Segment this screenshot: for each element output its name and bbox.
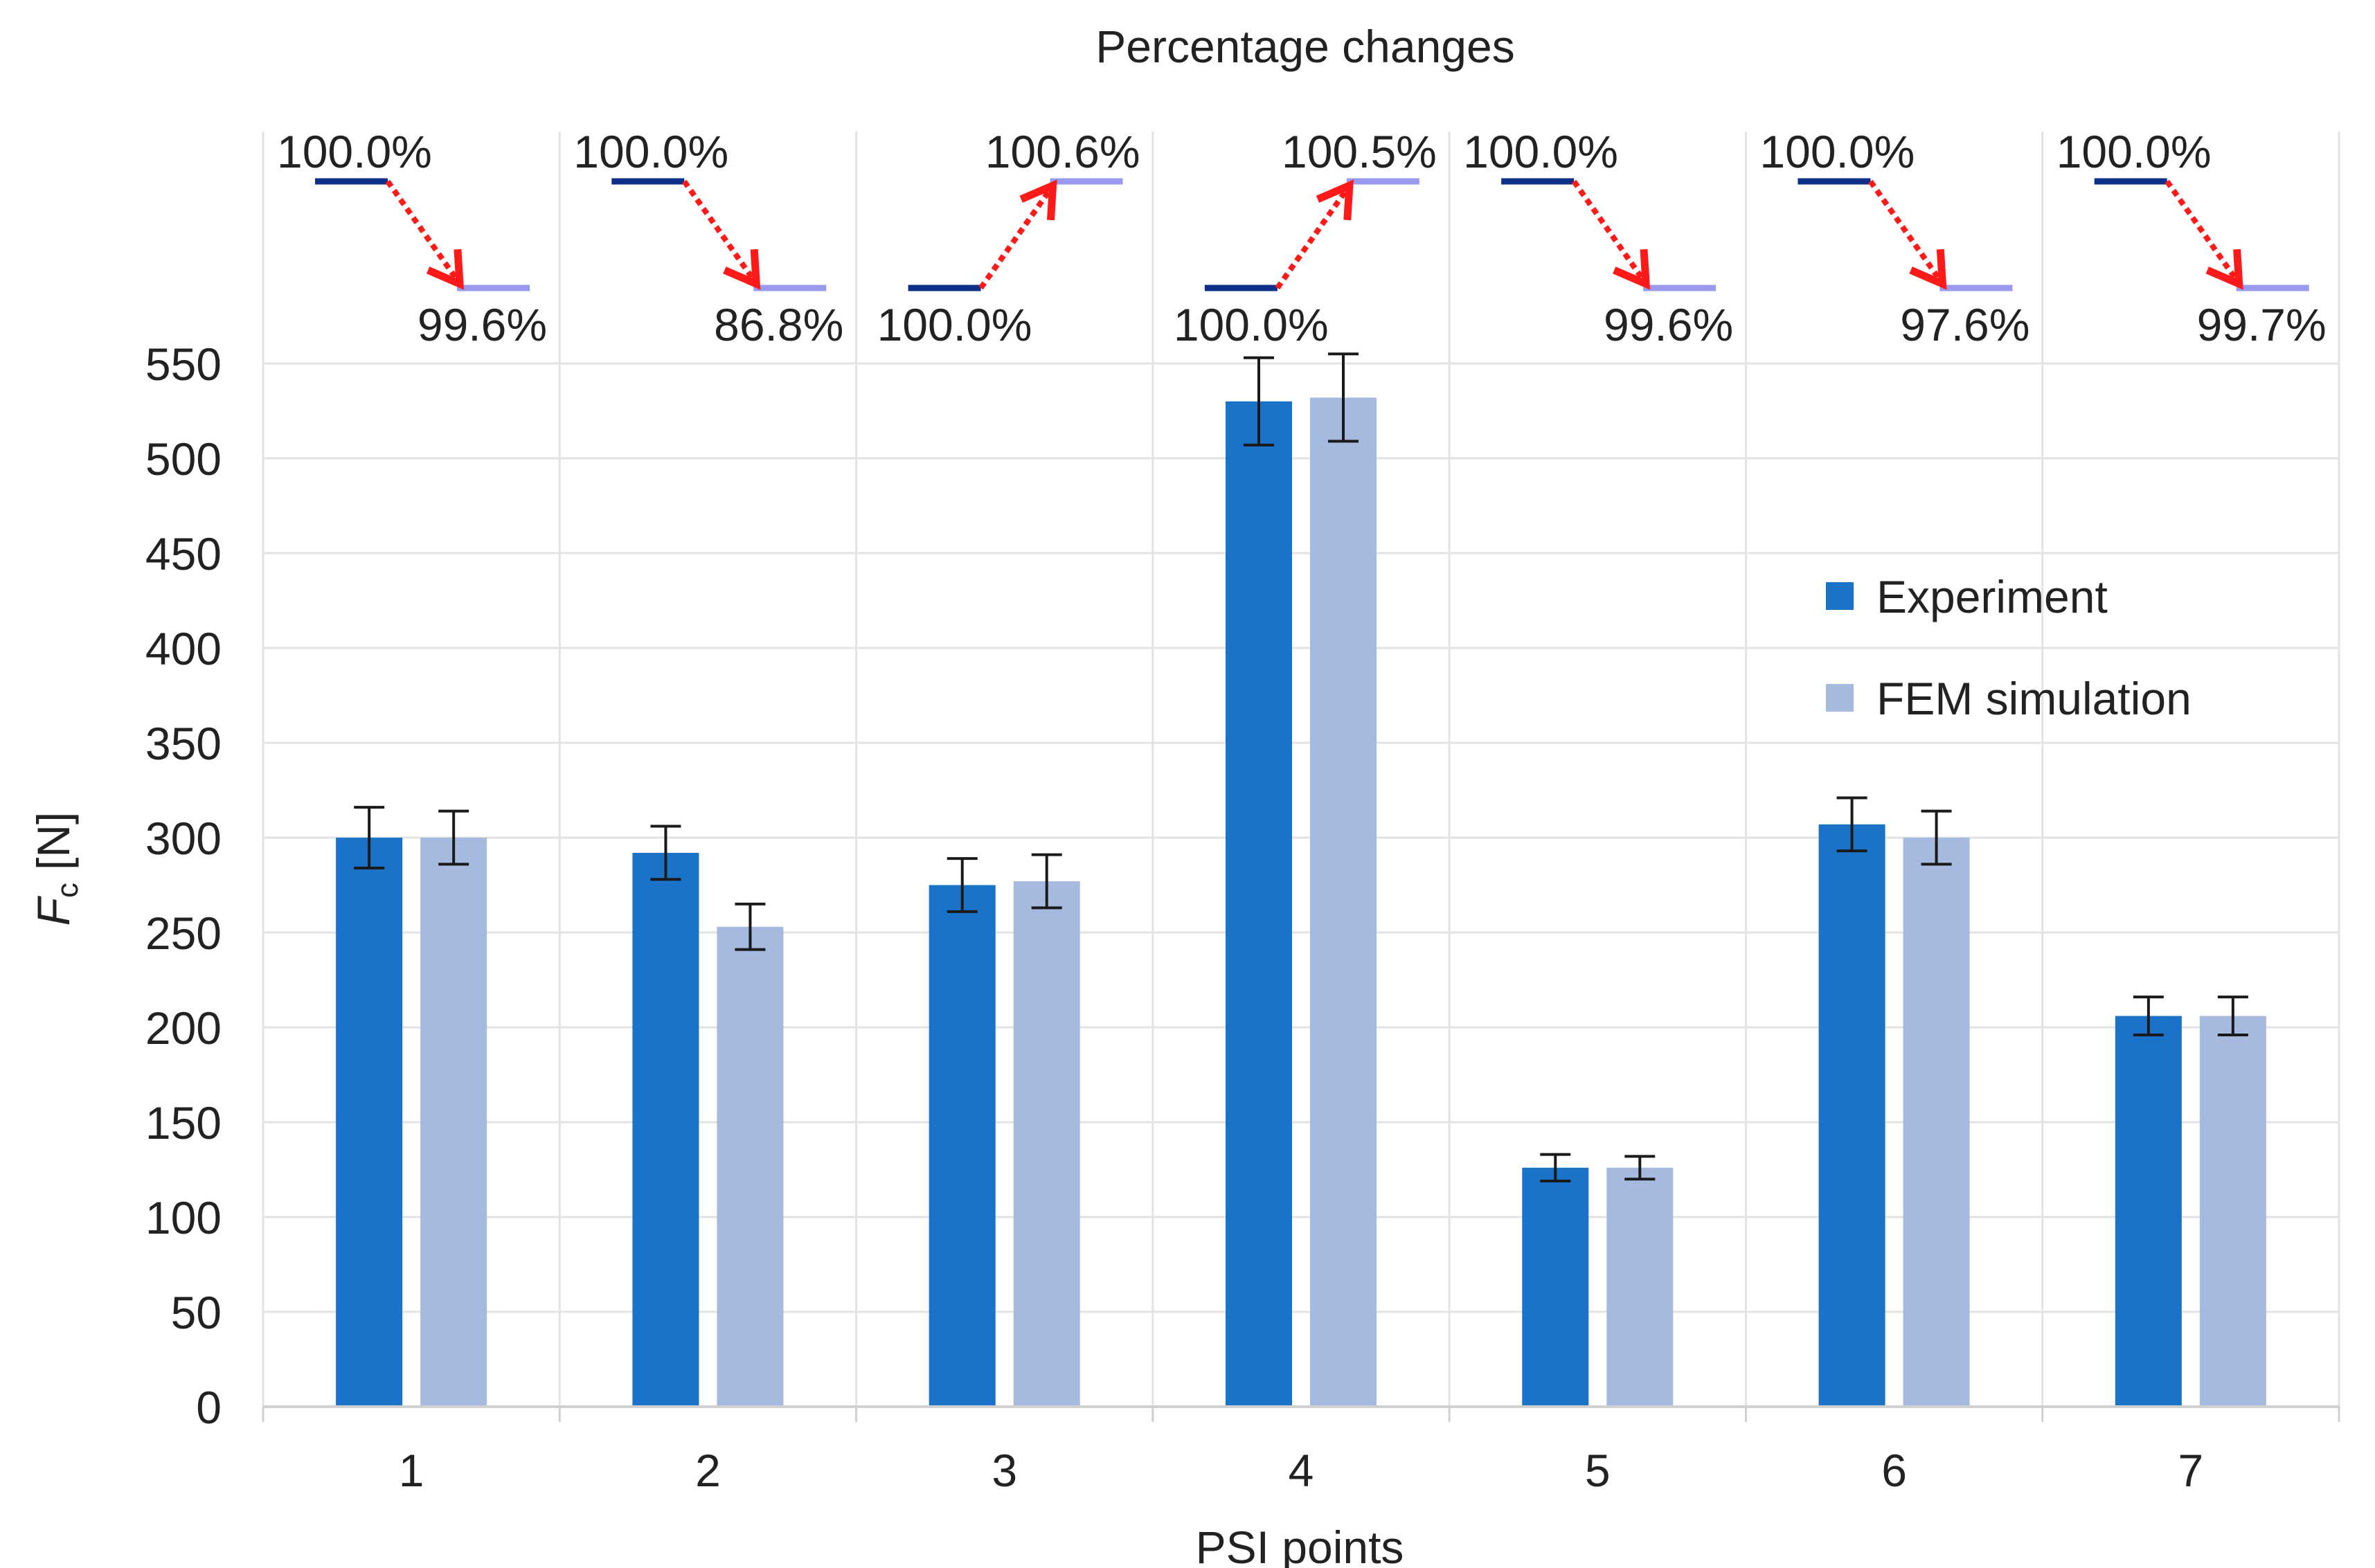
x-tick-label: 1 (399, 1445, 424, 1496)
x-tick-label: 4 (1289, 1445, 1314, 1496)
bar-fem-simulation (1606, 1167, 1674, 1407)
change-from-label: 100.0% (1174, 299, 1329, 350)
change-arrow-head (1909, 249, 1947, 290)
legend-swatch-experiment (1826, 582, 1854, 610)
x-tick-label: 6 (1881, 1445, 1907, 1496)
y-axis-label: Fc [N] (28, 812, 84, 926)
change-arrow (1275, 183, 1352, 290)
y-tick-label: 400 (145, 623, 222, 674)
bar-experiment (1522, 1167, 1589, 1407)
change-to-label: 99.6% (418, 299, 547, 350)
change-arrow (1868, 179, 1945, 286)
change-arrow (682, 179, 759, 286)
x-tick-label: 3 (992, 1445, 1017, 1496)
y-tick-label: 100 (145, 1192, 222, 1243)
bars-layer (336, 397, 2266, 1407)
change-from-label: 100.0% (877, 299, 1032, 350)
change-arrow-head (1613, 249, 1651, 290)
legend-swatch-fem-simulation (1826, 684, 1854, 712)
change-to-label: 99.7% (2197, 299, 2327, 350)
bar-experiment (1818, 824, 1885, 1407)
bar-fem-simulation (717, 926, 784, 1407)
change-arrow-head (1019, 179, 1057, 221)
bar-fem-simulation (1013, 881, 1080, 1407)
y-tick-label: 200 (145, 1002, 222, 1054)
change-from-label: 100.0% (1759, 126, 1915, 177)
change-to-label: 86.8% (714, 299, 843, 350)
change-arrow-head (426, 249, 465, 290)
change-from-label: 100.0% (277, 126, 432, 177)
y-tick-label: 500 (145, 433, 222, 485)
change-to-label: 97.6% (1900, 299, 2029, 350)
chart-title: Percentage changes (1095, 21, 1514, 72)
y-tick-label: 250 (145, 908, 222, 959)
legend-label-fem-simulation: FEM simulation (1876, 673, 2192, 724)
change-from-label: 100.0% (2056, 126, 2212, 177)
bar-experiment (2115, 1016, 2182, 1407)
y-tick-label: 0 (196, 1382, 222, 1433)
error-bars-layer (354, 352, 2248, 1182)
x-tick-label: 7 (2178, 1445, 2203, 1496)
change-from-label: 100.0% (1463, 126, 1618, 177)
change-arrow (1571, 179, 1649, 286)
change-arrow-head (1316, 179, 1354, 221)
y-tick-label: 50 (171, 1287, 222, 1338)
y-tick-label: 150 (145, 1097, 222, 1148)
change-arrow-head (2205, 249, 2243, 290)
x-tick-label: 2 (695, 1445, 721, 1496)
bar-fem-simulation (1310, 397, 1377, 1407)
y-axis-unit: [N] (28, 812, 79, 870)
change-arrow-head (723, 249, 761, 290)
bar-fem-simulation (1903, 838, 1970, 1407)
bar-experiment (929, 885, 996, 1407)
change-to-label: 99.6% (1604, 299, 1733, 350)
grid-layer (262, 132, 2340, 1407)
change-to-label: 100.5% (1282, 126, 1437, 177)
percentage-changes-panel: 100.0% 99.6% 100.0% 86.8% 100.0% 100.6% 100.0%… (277, 126, 2327, 350)
change-arrow (385, 179, 463, 286)
y-axis-symbol: F (28, 895, 79, 926)
change-arrow (2165, 179, 2241, 286)
y-tick-label: 550 (145, 339, 222, 390)
axes-layer: 0 50 100 150 200 250 300 350 400 450 500 550 1 2 3 4 5 6 7 (145, 339, 2340, 1496)
bar-experiment (1226, 401, 1292, 1407)
x-tick-label: 5 (1585, 1445, 1611, 1496)
x-axis-label: PSI points (1196, 1522, 1404, 1568)
bar-fem-simulation (420, 838, 487, 1407)
y-tick-label: 350 (145, 718, 222, 769)
y-tick-label: 450 (145, 528, 222, 579)
change-from-label: 100.0% (573, 126, 728, 177)
y-tick-label: 300 (145, 813, 222, 864)
bar-experiment (336, 838, 403, 1407)
y-axis-subscript: c (51, 883, 84, 898)
legend: Experiment FEM simulation (1826, 571, 2192, 724)
bar-experiment (632, 852, 699, 1407)
change-arrow (978, 183, 1055, 290)
legend-label-experiment: Experiment (1876, 571, 2108, 622)
bar-fem-simulation (2199, 1016, 2266, 1407)
change-to-label: 100.6% (985, 126, 1140, 177)
